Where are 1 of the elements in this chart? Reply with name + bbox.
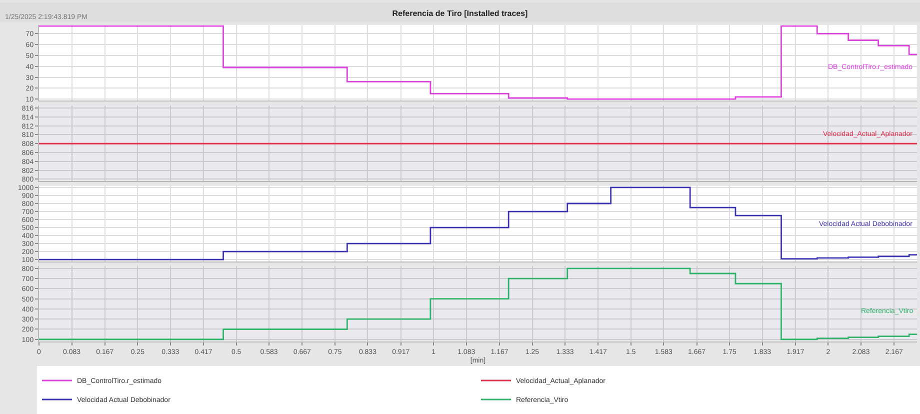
chart-title: Referencia de Tiro [Installed traces] [392, 8, 528, 18]
